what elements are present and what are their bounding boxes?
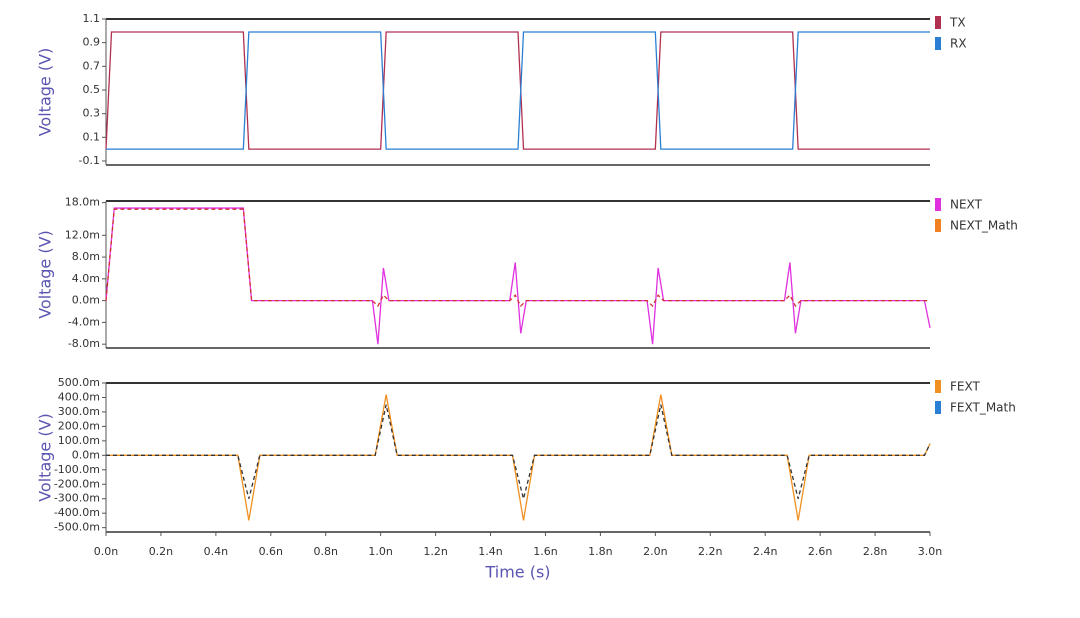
x-tick-label: 3.0n bbox=[918, 545, 942, 558]
y-tick-label: -4.0m bbox=[68, 315, 100, 328]
x-tick-label: 0.6n bbox=[259, 545, 283, 558]
y-tick-label: 0.3 bbox=[83, 107, 101, 120]
x-tick-label: 0.0n bbox=[94, 545, 118, 558]
legend-label: NEXT_Math bbox=[950, 219, 1018, 233]
y-tick-label: 100.0m bbox=[58, 434, 100, 447]
y-tick-label: -300.0m bbox=[54, 492, 100, 505]
x-tick-label: 1.8n bbox=[588, 545, 612, 558]
legend-label: NEXT bbox=[950, 198, 983, 212]
x-tick-label: 1.4n bbox=[478, 545, 502, 558]
y-tick-label: -400.0m bbox=[54, 506, 100, 519]
x-tick-label: 2.2n bbox=[698, 545, 722, 558]
y-axis-label: Voltage (V) bbox=[36, 48, 55, 137]
y-tick-label: -100.0m bbox=[54, 463, 100, 476]
legend-swatch bbox=[935, 16, 941, 29]
series-line bbox=[106, 404, 931, 499]
legend-swatch bbox=[935, 380, 941, 393]
legend-swatch bbox=[935, 219, 941, 232]
legend-label: TX bbox=[949, 16, 966, 30]
series-line bbox=[105, 208, 930, 308]
y-axis-label: Voltage (V) bbox=[36, 230, 55, 319]
y-axis-label: Voltage (V) bbox=[36, 413, 55, 502]
y-tick-label: -0.1 bbox=[79, 154, 100, 167]
series-line bbox=[106, 31, 930, 150]
y-tick-label: 500.0m bbox=[58, 376, 100, 389]
x-tick-label: 1.6n bbox=[533, 545, 557, 558]
legend-label: RX bbox=[950, 37, 967, 51]
y-tick-label: 0.7 bbox=[83, 59, 101, 72]
y-tick-label: 0.9 bbox=[83, 36, 101, 49]
series-line bbox=[105, 31, 930, 150]
y-tick-label: 0.0m bbox=[72, 448, 100, 461]
y-tick-label: 0.0m bbox=[72, 294, 100, 307]
legend-label: FEXT bbox=[950, 380, 980, 394]
series-line bbox=[106, 394, 931, 521]
y-tick-label: 1.1 bbox=[83, 12, 101, 25]
y-tick-label: -8.0m bbox=[68, 337, 100, 350]
x-tick-label: 0.4n bbox=[204, 545, 228, 558]
y-tick-label: -200.0m bbox=[54, 477, 100, 490]
y-tick-label: 4.0m bbox=[72, 272, 100, 285]
x-tick-label: 2.8n bbox=[863, 545, 887, 558]
x-tick-label: 1.0n bbox=[368, 545, 392, 558]
x-tick-label: 2.0n bbox=[643, 545, 667, 558]
legend-swatch bbox=[935, 198, 941, 211]
legend-label: FEXT_Math bbox=[950, 401, 1016, 415]
y-tick-label: 12.0m bbox=[65, 228, 100, 241]
y-tick-label: 0.1 bbox=[83, 130, 101, 143]
x-tick-label: 2.4n bbox=[753, 545, 777, 558]
x-tick-label: 0.8n bbox=[313, 545, 337, 558]
legend-swatch bbox=[935, 401, 941, 414]
y-tick-label: 300.0m bbox=[58, 405, 100, 418]
x-tick-label: 0.2n bbox=[149, 545, 173, 558]
legend-swatch bbox=[935, 37, 941, 50]
y-tick-label: 0.5 bbox=[83, 83, 101, 96]
series-line bbox=[105, 207, 931, 345]
y-tick-label: 18.0m bbox=[65, 196, 100, 209]
x-tick-label: 2.6n bbox=[808, 545, 832, 558]
x-tick-label: 1.2n bbox=[423, 545, 447, 558]
y-tick-label: 200.0m bbox=[58, 419, 100, 432]
x-axis-label: Time (s) bbox=[484, 563, 550, 582]
y-tick-label: 400.0m bbox=[58, 390, 100, 403]
y-tick-label: -500.0m bbox=[54, 521, 100, 534]
y-tick-label: 8.0m bbox=[72, 250, 100, 263]
